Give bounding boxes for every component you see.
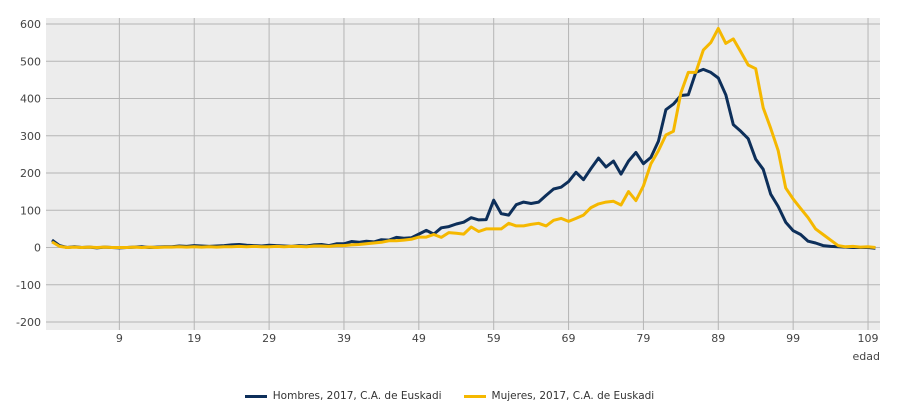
- legend-swatch: [463, 394, 486, 398]
- y-tick-label: -100: [16, 279, 41, 292]
- y-tick-label: 400: [20, 93, 41, 106]
- x-tick-label: 59: [487, 332, 501, 345]
- x-tick-label: 29: [262, 332, 276, 345]
- x-axis-label: edad: [853, 350, 880, 363]
- x-tick-label: 69: [562, 332, 576, 345]
- y-tick-label: 200: [20, 167, 41, 180]
- legend-label: Mujeres, 2017, C.A. de Euskadi: [491, 390, 655, 402]
- y-tick-label: 100: [20, 204, 41, 217]
- y-tick-label: 300: [20, 130, 41, 143]
- legend: Hombres, 2017, C.A. de Euskadi Mujeres, 2…: [0, 390, 899, 402]
- line-chart: -200 -100 0 100 200 300 400 500 600 9 19 29 39 49 59 69…: [16, 18, 880, 363]
- legend-label: Hombres, 2017, C.A. de Euskadi: [272, 390, 442, 402]
- legend-item: Hombres, 2017, C.A. de Euskadi: [244, 390, 442, 402]
- legend-item: Mujeres, 2017, C.A. de Euskadi: [463, 390, 655, 402]
- x-tick-label: 109: [858, 332, 879, 345]
- x-tick-label: 79: [636, 332, 650, 345]
- plot-area: [46, 18, 880, 330]
- x-tick-label: 39: [337, 332, 351, 345]
- series-line-mujeres: [51, 27, 876, 249]
- y-tick-label: 500: [20, 55, 41, 68]
- y-tick-label: 0: [34, 242, 41, 255]
- x-tick-label: 49: [412, 332, 426, 345]
- y-tick-label: 600: [20, 18, 41, 31]
- x-tick-label: 99: [786, 332, 800, 345]
- x-tick-label: 19: [187, 332, 201, 345]
- y-tick-label: -200: [16, 316, 41, 329]
- x-tick-label: 89: [711, 332, 725, 345]
- legend-swatch: [244, 394, 267, 398]
- x-tick-label: 9: [116, 332, 123, 345]
